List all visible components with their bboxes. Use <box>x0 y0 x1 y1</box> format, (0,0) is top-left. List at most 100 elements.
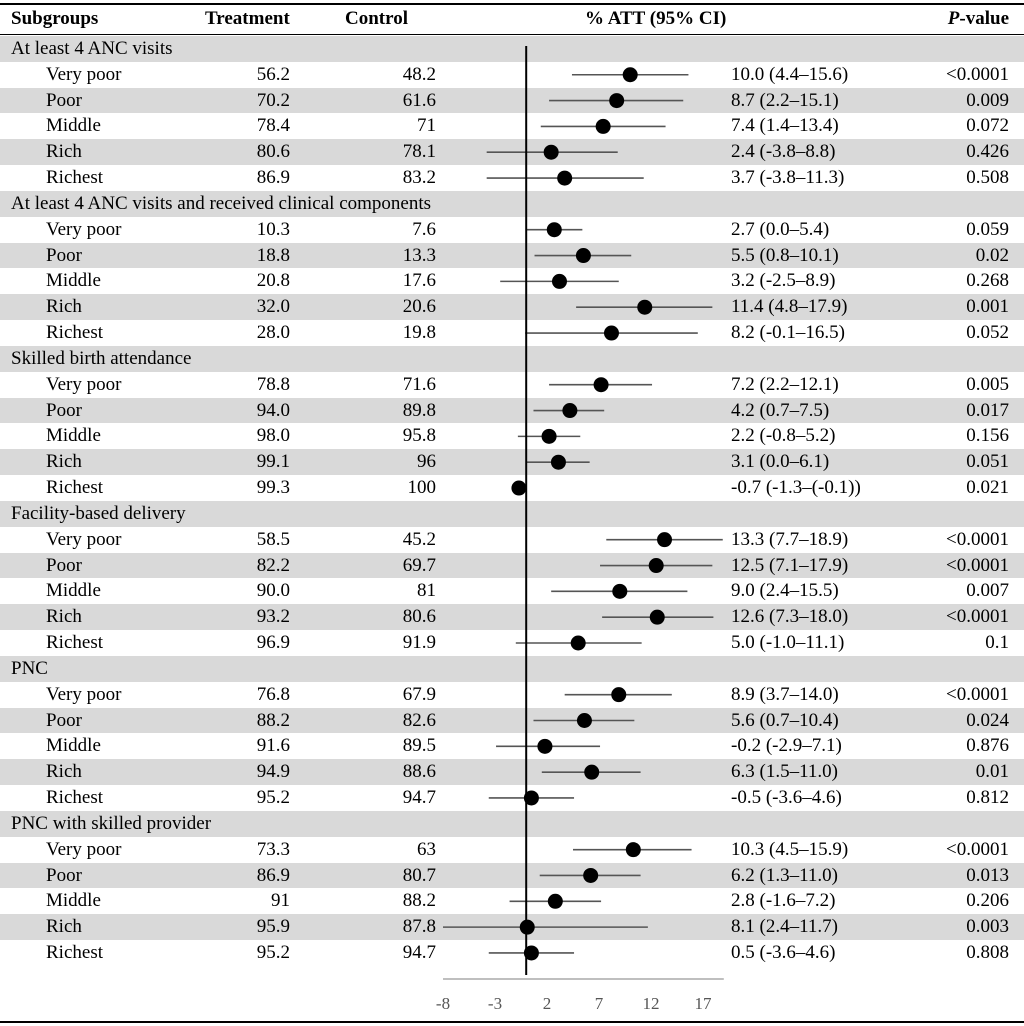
treatment-value: 98.0 <box>256 425 290 447</box>
treatment-value: 56.2 <box>256 63 290 85</box>
p-value: 0.024 <box>966 709 1009 731</box>
att-ci-text: 6.2 (1.3–11.0) <box>731 864 838 886</box>
att-ci-text: -0.5 (-3.6–4.6) <box>731 787 842 809</box>
table-bottom-rule <box>0 1021 1024 1023</box>
treatment-value: 94.9 <box>256 761 290 783</box>
att-ci-text: 7.2 (2.2–12.1) <box>731 373 839 395</box>
control-value: 78.1 <box>402 141 436 163</box>
att-ci-text: 8.7 (2.2–15.1) <box>731 89 839 111</box>
subgroup-label: Rich <box>46 761 82 783</box>
table-row: Poor 88.2 82.6 5.6 (0.7–10.4) 0.024 <box>0 707 1024 734</box>
group-row: Skilled birth attendance <box>0 345 1024 372</box>
control-value: 19.8 <box>402 322 436 344</box>
control-value: 89.5 <box>402 735 436 757</box>
p-value: 0.876 <box>966 735 1009 757</box>
group-label: Facility-based delivery <box>11 502 186 524</box>
control-value: 71 <box>417 115 436 137</box>
table-row: Very poor 58.5 45.2 13.3 (7.7–18.9) <0.0001 <box>0 527 1024 553</box>
control-value: 13.3 <box>402 244 436 266</box>
subgroup-label: Rich <box>46 296 82 318</box>
table-row: Rich 93.2 80.6 12.6 (7.3–18.0) <0.0001 <box>0 604 1024 631</box>
subgroup-label: Very poor <box>46 528 122 550</box>
header-control: Control <box>345 8 408 29</box>
p-value: 0.009 <box>966 89 1009 111</box>
control-value: 81 <box>417 580 436 602</box>
subgroup-label: Rich <box>46 916 82 938</box>
treatment-value: 91.6 <box>256 735 290 757</box>
group-row: At least 4 ANC visits and received clini… <box>0 190 1024 217</box>
control-value: 88.2 <box>402 890 436 912</box>
att-ci-text: 3.7 (-3.8–11.3) <box>731 167 845 189</box>
p-value: 0.052 <box>966 322 1009 344</box>
treatment-value: 82.2 <box>256 554 290 576</box>
treatment-value: 18.8 <box>256 244 290 266</box>
p-value: 0.021 <box>966 477 1009 499</box>
p-value: 0.206 <box>966 890 1009 912</box>
table-row: Poor 94.0 89.8 4.2 (0.7–7.5) 0.017 <box>0 397 1024 424</box>
control-value: 88.6 <box>402 761 436 783</box>
subgroup-label: Poor <box>46 709 82 731</box>
table-row: Very poor 10.3 7.6 2.7 (0.0–5.4) 0.059 <box>0 217 1024 243</box>
p-value: <0.0001 <box>946 554 1009 576</box>
att-ci-text: 5.5 (0.8–10.1) <box>731 244 839 266</box>
control-value: 82.6 <box>402 709 436 731</box>
table-row: Middle 90.0 81 9.0 (2.4–15.5) 0.007 <box>0 578 1024 604</box>
p-value: <0.0001 <box>946 683 1009 705</box>
subgroup-label: Poor <box>46 864 82 886</box>
subgroup-label: Richest <box>46 941 103 963</box>
att-ci-text: 5.6 (0.7–10.4) <box>731 709 839 731</box>
group-row: PNC <box>0 655 1024 682</box>
treatment-value: 10.3 <box>256 218 290 240</box>
table-row: Poor 70.2 61.6 8.7 (2.2–15.1) 0.009 <box>0 87 1024 114</box>
subgroup-label: Richest <box>46 787 103 809</box>
treatment-value: 96.9 <box>256 632 290 654</box>
control-value: 20.6 <box>402 296 436 318</box>
treatment-value: 28.0 <box>256 322 290 344</box>
x-tick-label: -8 <box>436 994 450 1013</box>
p-value: 0.808 <box>966 941 1009 963</box>
treatment-value: 86.9 <box>256 167 290 189</box>
att-ci-text: 7.4 (1.4–13.4) <box>731 115 839 137</box>
treatment-value: 88.2 <box>256 709 290 731</box>
treatment-value: 95.9 <box>256 916 290 938</box>
att-ci-text: 10.3 (4.5–15.9) <box>731 838 849 860</box>
subgroup-label: Richest <box>46 322 103 344</box>
control-value: 7.6 <box>412 218 436 240</box>
table-row: Rich 95.9 87.8 8.1 (2.4–11.7) 0.003 <box>0 914 1024 940</box>
att-ci-text: 9.0 (2.4–15.5) <box>731 580 839 602</box>
p-value: 0.059 <box>966 218 1009 240</box>
table-row: Richest 95.2 94.7 0.5 (-3.6–4.6) 0.808 <box>0 940 1024 966</box>
control-value: 63 <box>417 838 436 860</box>
att-ci-text: -0.2 (-2.9–7.1) <box>731 735 842 757</box>
x-tick-label: 12 <box>643 994 660 1013</box>
control-value: 80.7 <box>402 864 436 886</box>
header-p-value: P-value <box>948 6 1009 32</box>
treatment-value: 94.0 <box>256 399 290 421</box>
att-ci-text: 4.2 (0.7–7.5) <box>731 399 830 421</box>
p-value: <0.0001 <box>946 63 1009 85</box>
table-row: Rich 99.1 96 3.1 (0.0–6.1) 0.051 <box>0 449 1024 476</box>
subgroup-label: Rich <box>46 451 82 473</box>
p-value: <0.0001 <box>946 838 1009 860</box>
forest-table-body: At least 4 ANC visits Very poor 56.2 48.2 10… <box>0 36 1024 966</box>
p-value: 0.017 <box>966 399 1009 421</box>
group-label: PNC with skilled provider <box>11 812 212 834</box>
group-row: At least 4 ANC visits <box>0 36 1024 62</box>
table-row: Middle 78.4 71 7.4 (1.4–13.4) 0.072 <box>0 113 1024 139</box>
att-ci-text: -0.7 (-1.3–(-0.1)) <box>731 477 861 499</box>
subgroup-label: Middle <box>46 270 101 292</box>
table-row: Richest 99.3 100 -0.7 (-1.3–(-0.1)) 0.021 <box>0 475 1024 501</box>
group-label: PNC <box>11 657 48 679</box>
subgroup-label: Middle <box>46 890 101 912</box>
treatment-value: 32.0 <box>256 296 290 318</box>
att-ci-text: 12.6 (7.3–18.0) <box>731 606 849 628</box>
treatment-value: 76.8 <box>256 683 290 705</box>
table-row: Poor 86.9 80.7 6.2 (1.3–11.0) 0.013 <box>0 862 1024 889</box>
subgroup-label: Poor <box>46 89 82 111</box>
table-top-rule <box>0 3 1024 5</box>
treatment-value: 93.2 <box>256 606 290 628</box>
p-value: 0.013 <box>966 864 1009 886</box>
p-value: 0.007 <box>966 580 1009 602</box>
att-ci-text: 10.0 (4.4–15.6) <box>731 63 849 85</box>
att-ci-text: 2.4 (-3.8–8.8) <box>731 141 836 163</box>
